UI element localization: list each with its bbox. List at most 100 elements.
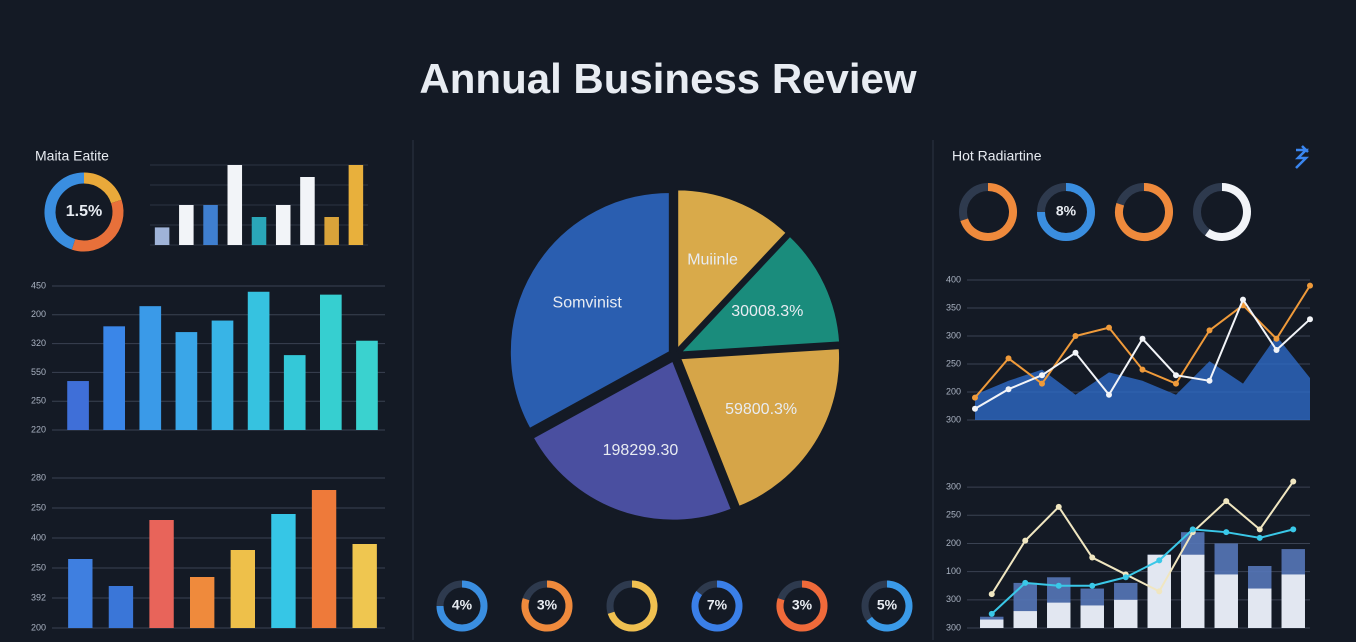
gauge-arc [1204,183,1251,241]
y-tick-label: 250 [946,358,961,368]
point [1307,316,1313,323]
point [1206,377,1213,384]
slice-label: Muiinle [687,251,738,268]
point [1189,526,1196,533]
y-tick-label: 300 [946,594,961,604]
point [1022,537,1029,544]
y-tick-label: 280 [31,472,46,482]
gauge-arc [691,580,743,632]
bar [348,165,364,245]
y-tick-label: 250 [31,562,46,572]
gauge-arc [960,183,1017,241]
bar [324,217,339,245]
line [991,528,1294,615]
point [1072,349,1079,356]
y-tick-label: 300 [946,622,961,632]
gauge-arc [1115,183,1173,241]
gauge-arc [1037,183,1095,241]
point [1223,529,1230,536]
bar [980,619,1004,628]
slice-label: 30008.3% [731,303,803,320]
bar [67,381,89,430]
gauge-arc [436,580,488,632]
gauge-label: 4% [452,597,473,613]
y-tick-label: 392 [31,592,46,602]
bar [300,177,315,245]
bar [283,355,306,430]
slice-label: Somvinist [553,294,623,311]
bar [149,520,174,628]
y-tick-label: 320 [31,338,46,348]
point [1173,380,1179,387]
area [975,336,1310,420]
bar [1114,599,1138,628]
point [1307,282,1313,289]
point [1206,327,1213,334]
bar [352,544,377,628]
gauge-arc [607,580,658,632]
slice-label: 59800.3% [725,401,797,418]
pie-slice [678,347,842,509]
bar [108,586,134,628]
point [1122,574,1129,581]
point [1290,526,1297,533]
y-tick-label: 250 [31,396,46,406]
bar [1181,554,1205,628]
point [972,394,978,401]
bar [1281,574,1305,628]
point [1089,554,1096,561]
point [1055,582,1062,589]
point [1005,386,1012,393]
y-tick-label: 550 [31,367,46,377]
point [1156,588,1163,595]
slice-label: 198299.30 [603,442,679,459]
y-tick-label: 200 [946,538,961,548]
point [1039,372,1045,379]
bar [230,550,255,628]
bar [1214,574,1238,628]
bar [251,217,267,245]
pie-slice [677,234,842,354]
pie-slice [531,359,734,522]
bar [275,205,291,245]
point [1256,526,1263,533]
point [988,591,995,598]
donut-segment [83,172,122,204]
point [1223,498,1230,505]
y-tick-label: 350 [946,302,961,312]
point [1139,366,1146,373]
bar [103,326,125,430]
bar [175,332,198,430]
y-tick-label: 200 [31,309,46,319]
y-tick-label: 200 [946,386,961,396]
gauge-label: 5% [877,597,898,613]
point [1106,324,1112,331]
point [988,610,995,617]
chart-title: Hot Radiartine [952,148,1042,164]
bar [227,165,243,245]
icon [1294,145,1310,169]
point [1290,478,1297,485]
bar [1080,605,1104,628]
bar [68,559,93,628]
bar [190,577,215,628]
point [1022,579,1029,586]
point [1005,355,1012,362]
pie-slice [676,188,789,352]
donut-label: 1.5% [66,203,102,220]
y-tick-label: 450 [31,280,46,290]
y-tick-label: 300 [946,414,961,424]
y-tick-label: 300 [946,481,961,491]
point [1156,557,1163,564]
y-tick-label: 100 [946,566,961,576]
gauge-label: 8% [1056,203,1077,219]
bar [320,294,342,430]
pie-slice [508,190,671,431]
point [1273,335,1280,342]
point [1139,335,1146,342]
bar [179,205,194,245]
point [1240,296,1246,303]
point [1089,582,1096,589]
